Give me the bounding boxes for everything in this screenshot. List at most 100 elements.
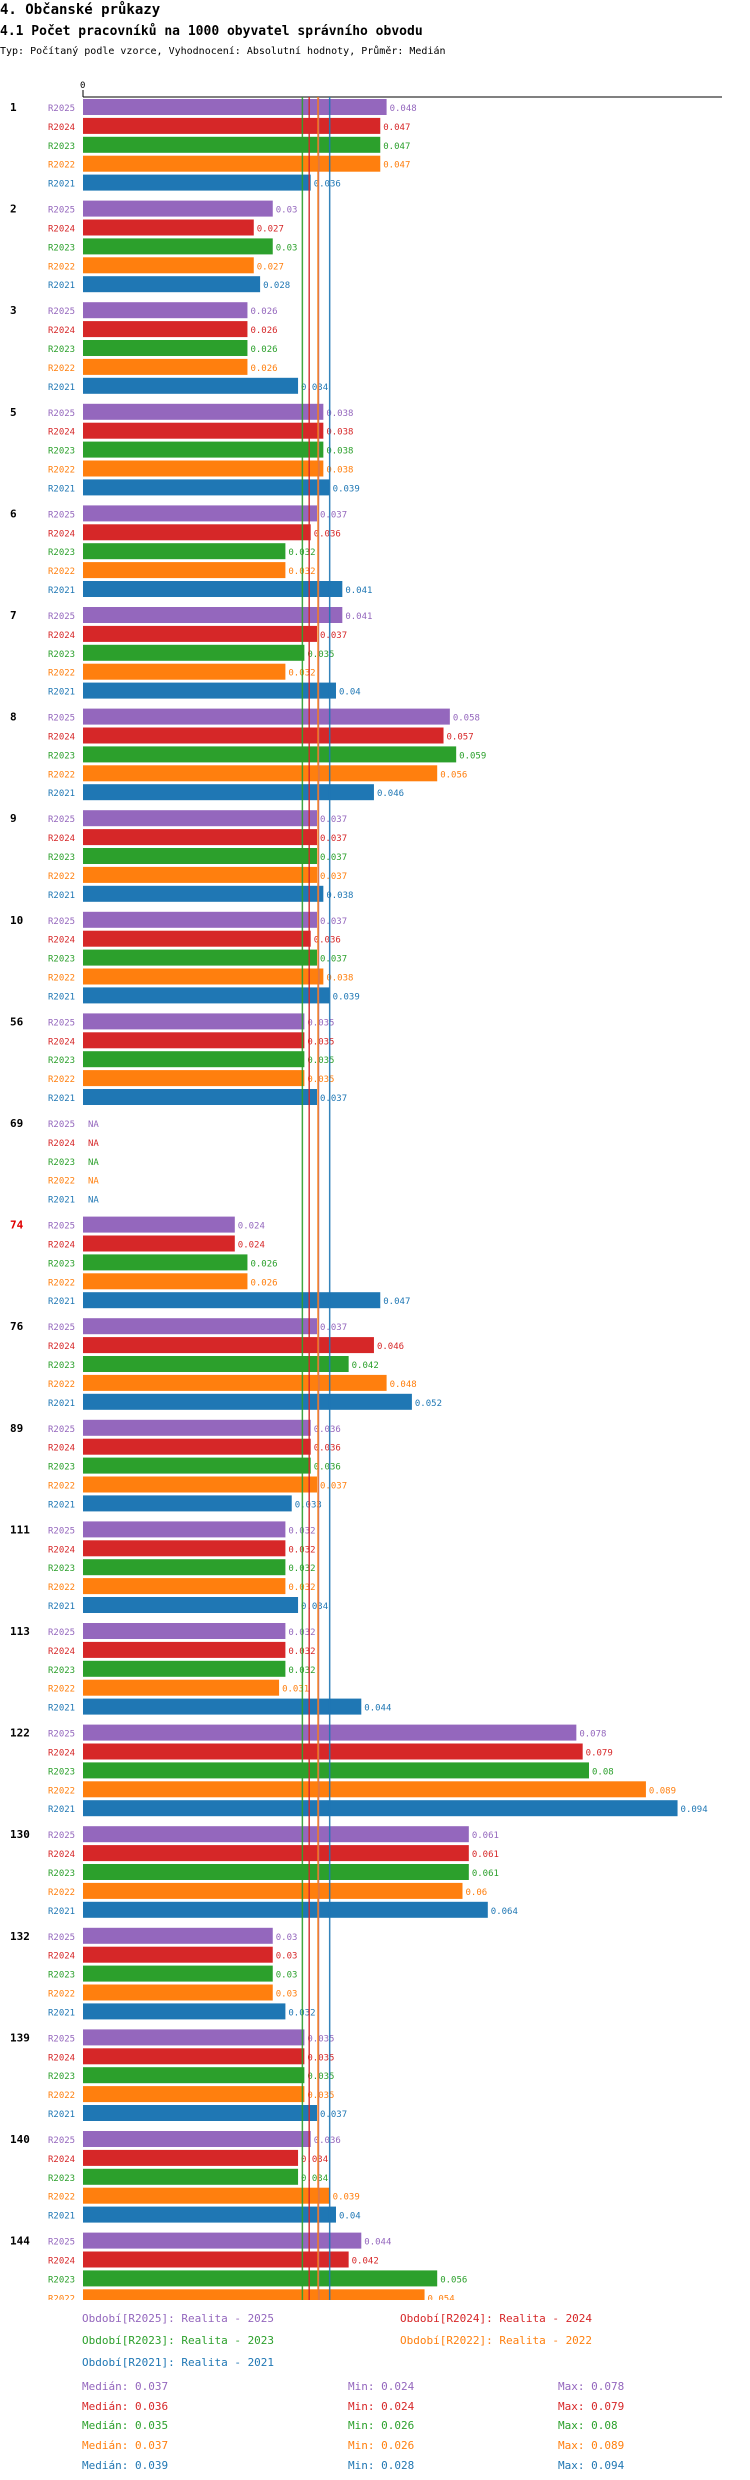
bar (83, 625, 318, 642)
series-label: R2024 (48, 733, 75, 743)
bar (83, 1623, 286, 1639)
series-label: R2025 (48, 2238, 75, 2248)
value-label: 0.027 (257, 225, 284, 235)
value-label: 0.028 (263, 281, 290, 291)
bar (83, 2086, 305, 2103)
bar (83, 1781, 646, 1798)
series-label: R2022 (48, 1075, 75, 1085)
series-label: R2025 (48, 917, 75, 927)
series-label: R2025 (48, 1425, 75, 1435)
value-label: 0.033 (295, 1500, 322, 1510)
series-label: R2024 (48, 428, 75, 438)
value-label: 0.026 (250, 1259, 277, 1269)
series-label: R2023 (48, 447, 75, 457)
bar (83, 1578, 286, 1595)
stat-min: Min: 0.024 (348, 2399, 415, 2413)
series-label: R2024 (48, 529, 75, 539)
series-label: R2024 (48, 123, 75, 133)
value-label: 0.037 (320, 1482, 347, 1492)
bar (83, 1356, 349, 1372)
bar (83, 885, 324, 902)
bar (83, 1660, 286, 1677)
value-label: 0.037 (320, 815, 347, 825)
value-label: 0.047 (383, 1297, 410, 1307)
bar (83, 2206, 336, 2223)
series-label: R2025 (48, 2034, 75, 2044)
series-label: R2022 (48, 466, 75, 476)
value-label: 0.03 (276, 1971, 298, 1981)
series-label: R2022 (48, 974, 75, 984)
series-label: R2025 (48, 2136, 75, 2146)
bar (83, 1641, 286, 1658)
value-label: 0.038 (326, 974, 353, 984)
series-label: R2025 (48, 815, 75, 825)
series-label: R2022 (48, 1990, 75, 2000)
bar (83, 1089, 318, 1105)
bar (83, 1374, 387, 1391)
bar (83, 644, 305, 661)
stat-max: Max: 0.079 (558, 2399, 625, 2413)
series-label: R2021 (48, 383, 75, 393)
value-label: 0.039 (333, 2193, 360, 2203)
series-label: R2022 (48, 1888, 75, 1898)
series-label: R2023 (48, 650, 75, 660)
value-label: 0.026 (250, 326, 277, 336)
value-label: 0.042 (352, 2257, 379, 2267)
bar (83, 1235, 235, 1252)
stat-max: Max: 0.094 (558, 2458, 625, 2472)
series-label: R2024 (48, 2053, 75, 2063)
bar (83, 682, 336, 699)
bar (83, 1845, 469, 1862)
bar (83, 321, 248, 338)
series-label: R2025 (48, 1120, 75, 1130)
stat-median: Medián: 0.039 (82, 2458, 169, 2472)
bar (83, 1864, 469, 1880)
group-label: 113 (10, 1625, 30, 1638)
series-label: R2024 (48, 936, 75, 946)
group-label: 74 (10, 1219, 24, 1232)
bar (83, 987, 330, 1004)
series-label: R2023 (48, 751, 75, 761)
value-label: 0.03 (276, 1990, 298, 2000)
bar (83, 968, 324, 985)
series-label: R2025 (48, 714, 75, 724)
bar (83, 784, 374, 801)
value-label: 0.039 (333, 484, 360, 494)
value-label: 0.035 (307, 1018, 334, 1028)
legend-item: Období[R2022]: Realita - 2022 (400, 2334, 593, 2347)
bar (83, 1965, 273, 1982)
value-label: 0.057 (447, 733, 474, 743)
value-label: 0.061 (472, 1869, 499, 1879)
legend-item: Období[R2021]: Realita - 2021 (82, 2356, 275, 2369)
series-label: R2023 (48, 345, 75, 355)
series-label: R2021 (48, 1094, 75, 1104)
bar (83, 708, 450, 725)
series-label: R2023 (48, 1666, 75, 1676)
value-label: 0.035 (307, 2053, 334, 2063)
series-label: R2023 (48, 1259, 75, 1269)
series-label: R2024 (48, 1647, 75, 1657)
section-title: 4. Občanské průkazy (0, 2, 161, 18)
series-label: R2023 (48, 2174, 75, 2184)
value-label: 0.037 (320, 510, 347, 520)
group-label: 9 (10, 812, 17, 825)
series-label: R2022 (48, 2294, 75, 2300)
series-label: R2021 (48, 2212, 75, 2222)
series-label: R2024 (48, 1241, 75, 1251)
value-label: 0.048 (390, 1380, 417, 1390)
bar (83, 302, 248, 319)
bar (83, 403, 324, 420)
series-label: R2022 (48, 567, 75, 577)
bar (83, 1743, 583, 1760)
value-label: 0.036 (314, 1463, 341, 1473)
bar (83, 276, 261, 293)
series-label: R2022 (48, 1380, 75, 1390)
na-label: NA (88, 1177, 99, 1187)
series-label: R2022 (48, 364, 75, 374)
series-label: R2025 (48, 307, 75, 317)
series-label: R2021 (48, 1602, 75, 1612)
value-label: 0.047 (383, 142, 410, 152)
bar (83, 1927, 273, 1944)
bar (83, 257, 254, 274)
value-label: 0.046 (377, 789, 404, 799)
